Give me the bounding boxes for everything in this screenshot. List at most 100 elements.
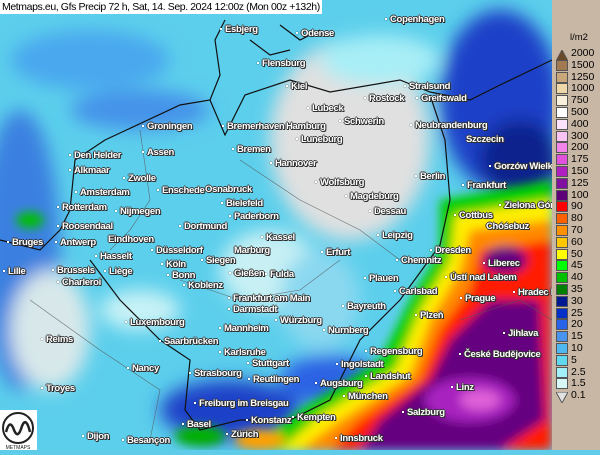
city-name: Augsburg <box>320 378 363 389</box>
city-name: Assen <box>147 147 175 158</box>
legend-swatch <box>556 213 568 225</box>
legend-swatch <box>556 130 568 142</box>
legend-unit: l/m2 <box>570 32 588 43</box>
city-name: Regensburg <box>370 346 423 357</box>
city-name: Kiel <box>291 81 308 92</box>
city-label: Bielefeld <box>221 199 263 209</box>
city-name: Landshut <box>370 371 411 382</box>
city-dot-icon <box>499 204 501 207</box>
city-name: Erfurt <box>326 247 351 258</box>
city-label: Hradec Králové <box>513 288 552 298</box>
city-label: Osnabruck <box>205 185 252 195</box>
city-label: Prague <box>460 293 496 304</box>
city-label: Köln <box>161 260 186 270</box>
city-name: Mannheim <box>224 323 269 334</box>
precipitation-map[interactable]: Copenhagen Esbjerg Odense Flensburg Kiel Stra… <box>0 0 552 450</box>
city-name: Magdeburg <box>350 191 399 202</box>
city-dot-icon <box>286 85 288 88</box>
city-label: Lubeck <box>307 104 344 114</box>
city-name: Bielefeld <box>226 198 263 209</box>
city-dot-icon <box>41 338 43 341</box>
city-dot-icon <box>377 234 379 237</box>
city-dot-icon <box>3 270 5 273</box>
city-dot-icon <box>321 251 323 254</box>
city-label: Lille <box>3 267 26 277</box>
city-name: Hannover <box>275 158 317 169</box>
city-label: Luneburg <box>296 135 343 145</box>
legend-swatch <box>556 378 568 390</box>
city-name: Groningen <box>147 121 193 132</box>
legend-label: 20 <box>571 318 583 331</box>
legend-swatch <box>556 272 568 284</box>
svg-text:METMAPS: METMAPS <box>6 445 31 450</box>
city-dot-icon <box>364 277 366 280</box>
city-dot-icon <box>462 184 464 187</box>
legend-label: 175 <box>571 153 589 166</box>
city-name: Troyes <box>46 383 75 394</box>
city-label: Regensburg <box>365 346 423 357</box>
city-label: Berlin <box>415 172 445 182</box>
city-dot-icon <box>503 332 505 335</box>
city-name: Nijmegen <box>120 206 161 217</box>
city-label: Salzburg <box>402 408 445 418</box>
city-name: Alkmaar <box>74 165 110 176</box>
city-name: Köln <box>166 259 186 270</box>
city-label: Mannheim <box>219 324 269 334</box>
city-label: Nurnberg <box>323 326 369 336</box>
city-name: Ústí nad Labem <box>450 272 517 283</box>
legend-label: 300 <box>571 129 589 142</box>
legend-label: 50 <box>571 247 583 260</box>
city-name: Basel <box>187 419 211 430</box>
city-label: Schwerin <box>339 117 384 127</box>
legend-swatch <box>556 59 568 71</box>
city-dot-icon <box>7 241 9 244</box>
city-name: Plauen <box>369 273 399 284</box>
city-name: Dresden <box>435 245 471 256</box>
city-dot-icon <box>459 353 461 356</box>
city-label: Nijmegen <box>115 206 161 217</box>
city-name: Prague <box>465 293 496 304</box>
city-dot-icon <box>183 284 185 287</box>
city-name: Hasselt <box>100 251 132 262</box>
city-dot-icon <box>365 375 367 378</box>
city-name: Strasbourg <box>194 368 242 379</box>
city-label: Flensburg <box>257 58 306 69</box>
city-label: Luxembourg <box>125 318 185 328</box>
city-dot-icon <box>82 435 84 438</box>
city-name: Salzburg <box>407 407 445 418</box>
city-name: Reutlingen <box>253 374 300 385</box>
city-name: Schwerin <box>344 116 384 127</box>
city-name: Zürich <box>231 429 259 440</box>
city-dot-icon <box>396 259 398 262</box>
city-name: Rostock <box>369 93 405 104</box>
legend-swatch <box>556 142 568 154</box>
city-label: Gorzów Wielkopolski <box>489 162 552 172</box>
city-dot-icon <box>69 154 71 157</box>
city-dot-icon <box>315 181 317 184</box>
legend-swatch <box>556 83 568 95</box>
city-dot-icon <box>416 97 418 100</box>
city-label: Düsseldorf <box>151 246 203 256</box>
city-label: Groningen <box>142 121 193 132</box>
city-name: Charleroi <box>62 277 102 288</box>
city-dot-icon <box>182 423 184 426</box>
city-label: Bremerhaven <box>222 122 285 132</box>
city-label: Brussels <box>52 266 95 276</box>
city-dot-icon <box>151 249 153 252</box>
city-label: Dessau <box>369 207 406 217</box>
city-label: Amsterdam <box>75 188 130 198</box>
city-dot-icon <box>460 297 462 300</box>
legend-swatch <box>555 48 569 62</box>
city-dot-icon <box>336 363 338 366</box>
legend-swatch <box>556 118 568 130</box>
legend-swatch <box>556 107 568 118</box>
city-label: Darmstadt <box>228 305 278 315</box>
city-name: Chóśebuz <box>486 221 529 232</box>
legend-swatch <box>556 366 568 378</box>
legend-swatch <box>556 295 568 307</box>
city-dot-icon <box>232 148 234 151</box>
city-dot-icon <box>142 151 144 154</box>
city-name: Flensburg <box>262 58 306 69</box>
city-name: Würzburg <box>280 315 322 326</box>
map-title: Metmaps.eu, Gfs Precip 72 h, Sat, 14. Se… <box>0 0 322 14</box>
